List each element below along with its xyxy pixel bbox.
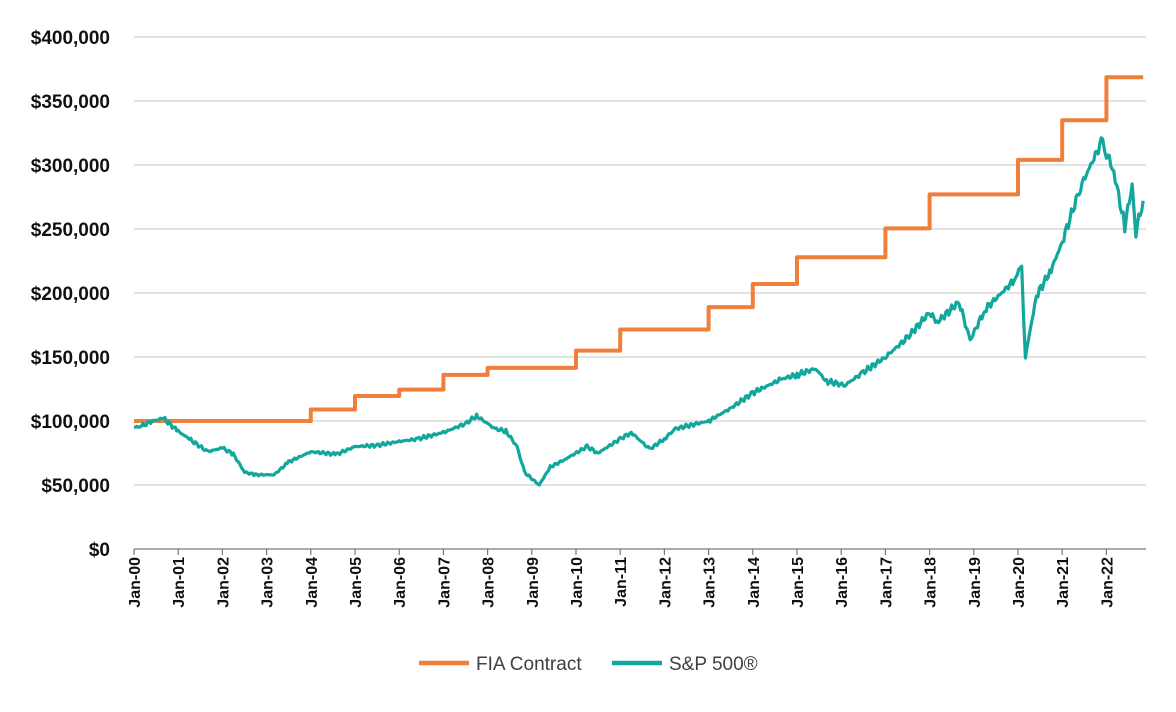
axes: $0 $50,000 $100,000 $150,000 $200,000 $250,00… [31,28,1146,608]
y-tick-label: $50,000 [41,476,110,497]
series-lines [133,75,1145,487]
legend: FIA Contract S&P 500® [419,654,758,675]
x-tick-label: Jan-19 [967,557,984,608]
x-tick-label: Jan-10 [569,557,586,608]
y-tick-label: $100,000 [31,412,110,433]
x-tick-label: Jan-18 [923,557,940,608]
x-tick-label: Jan-09 [525,557,542,608]
x-tick-label: Jan-15 [790,557,807,608]
series-line-sp500 [133,136,1145,487]
y-tick-label: $0 [89,540,110,561]
x-tick-label: Jan-14 [746,557,763,608]
y-tick-label: $200,000 [31,284,110,305]
x-tick-label: Jan-07 [436,557,453,608]
x-tick-label: Jan-16 [834,557,851,608]
x-tick-label: Jan-04 [304,557,321,608]
x-tick-label: Jan-20 [1011,557,1028,608]
y-tick-label: $350,000 [31,92,110,113]
x-tick-label: Jan-00 [127,557,144,608]
x-tick-label: Jan-05 [348,557,365,608]
series-line-fia-contract [134,75,1144,423]
x-tick-label: Jan-21 [1055,557,1072,608]
legend-label: S&P 500® [669,654,758,675]
x-tick-label: Jan-01 [171,557,188,608]
x-tick-label: Jan-11 [613,557,630,607]
x-tick-label: Jan-03 [260,557,277,608]
x-tick-label: Jan-13 [702,557,719,608]
x-tick-label: Jan-08 [481,557,498,608]
x-tick-label: Jan-22 [1099,557,1116,608]
x-tick-label: Jan-12 [657,557,674,608]
gridlines [134,36,1146,486]
y-tick-label: $150,000 [31,348,110,369]
y-tick-label: $300,000 [31,156,110,177]
y-tick-label: $250,000 [31,220,110,241]
y-tick-label: $400,000 [31,28,110,49]
x-tick-label: Jan-17 [878,557,895,608]
x-tick-label: Jan-02 [215,557,232,608]
x-tick-label: Jan-06 [392,557,409,608]
legend-label: FIA Contract [476,654,582,675]
